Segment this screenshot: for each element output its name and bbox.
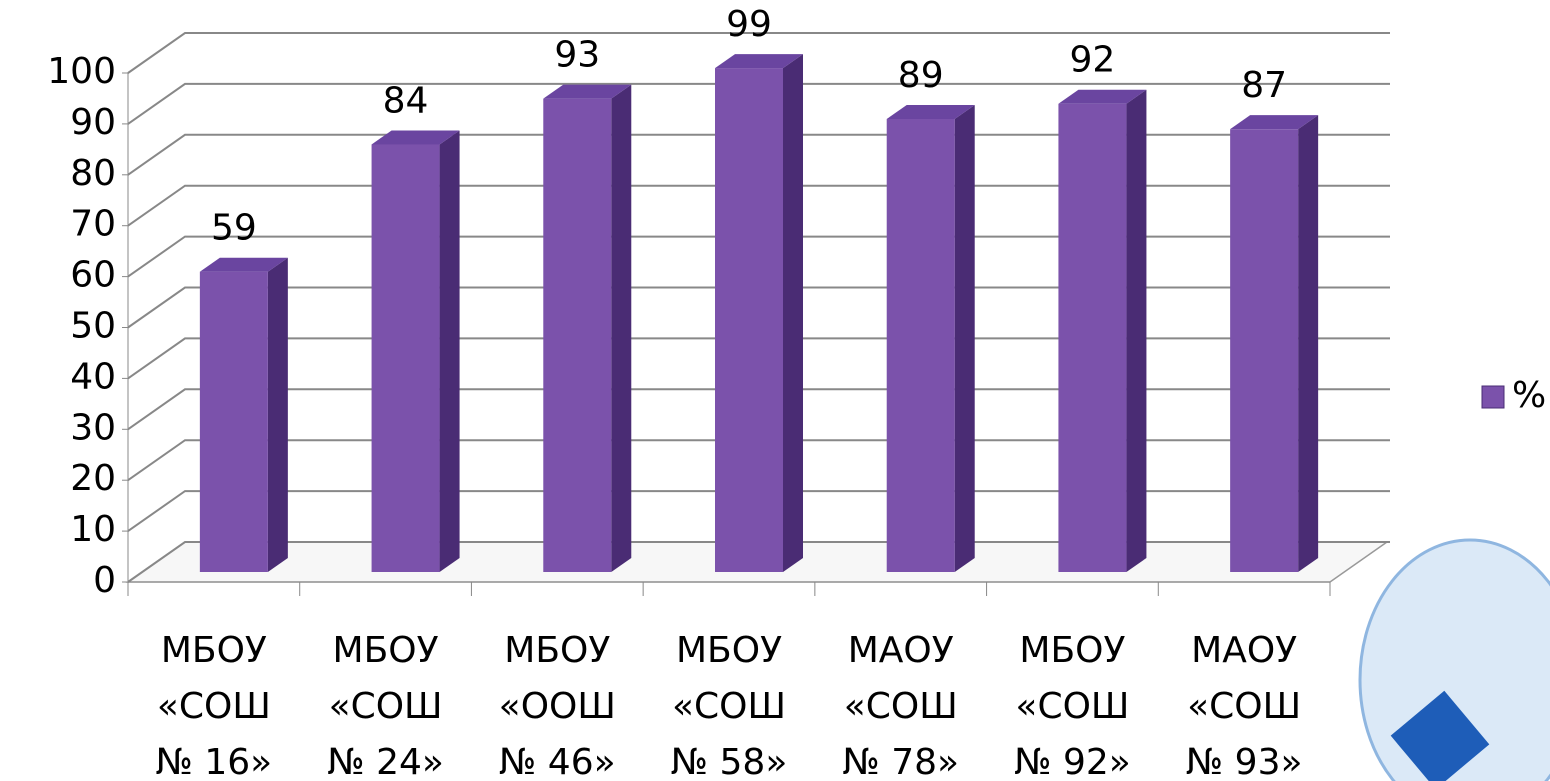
x-tick-label: «СОШ [157,686,271,727]
bar [199,257,288,572]
bar-top [1058,89,1147,104]
bar-top [715,54,803,69]
y-tick-label: 60 [70,255,116,296]
bar-top [199,257,288,272]
x-tick-label: МБОУ [1019,630,1125,671]
x-tick-label: «СОШ [1187,686,1301,727]
bar-top [886,104,975,119]
y-tick-label: 40 [70,356,116,397]
data-label: 87 [1241,65,1287,106]
bar-front [1058,103,1127,572]
bar-front [543,98,612,572]
bar-side [954,104,975,573]
x-tick-label: № 24» [327,742,444,781]
bar-front [886,118,955,573]
bar-top [371,130,460,145]
x-tick-label: № 16» [155,742,272,781]
x-tick-label: МБОУ [676,630,782,671]
bar-front [371,144,440,572]
grid-line [127,184,1390,227]
x-tick-label: МАОУ [1191,630,1297,671]
grid-line [127,286,1390,329]
x-tick-label: № 92» [1014,742,1131,781]
y-tick-label: 50 [70,306,116,347]
bar-front [1230,129,1299,573]
bar-side [783,54,803,572]
x-tick-label: МАОУ [848,630,954,671]
grid-line [127,388,1390,431]
grid-line [127,133,1390,176]
grid-line [127,82,1390,125]
data-label: 99 [726,4,772,45]
y-tick-label: 70 [70,204,116,245]
bar-top [1230,115,1319,130]
grid-line [127,337,1390,380]
bar-top [543,84,632,99]
grid-line [127,541,1390,583]
legend-swatch [1481,385,1505,409]
x-tick-label: № 58» [671,742,788,781]
legend-label: % [1512,375,1546,416]
bar [715,54,803,572]
y-tick-label: 10 [70,509,116,550]
bar-side [1298,115,1319,573]
data-label: 59 [211,208,257,249]
grid-line [127,490,1390,532]
bar [543,84,632,572]
data-label: 84 [383,80,429,121]
data-label: 92 [1070,40,1116,81]
x-tick-label: № 78» [842,742,959,781]
bar-side [611,84,632,572]
y-tick-label: 0 [93,560,116,601]
x-tick-label: «СОШ [329,686,443,727]
grid-line [127,32,1390,74]
bar-side [439,130,460,572]
y-tick-label: 100 [47,51,116,92]
bar-front [199,271,268,572]
x-tick-label: «СОШ [672,686,786,727]
x-tick-label: № 46» [499,742,616,781]
data-label: 93 [554,35,600,76]
x-tick-label: № 93» [1186,742,1303,781]
grid-line [127,235,1390,278]
sign-decoration [1390,690,1490,781]
x-tick-label: «СОШ [1015,686,1129,727]
y-tick-label: 90 [70,102,116,143]
globe-decoration [1358,538,1550,781]
bar-front [715,68,783,572]
bar-side [1126,89,1147,572]
x-tick-label: «ООШ [499,686,616,727]
y-tick-label: 30 [70,407,116,448]
bar [371,130,460,572]
grid-line [127,439,1390,482]
bar-side [267,257,288,572]
y-tick-label: 20 [70,458,116,499]
x-tick-label: МБОУ [161,630,267,671]
decoration [1358,538,1550,781]
y-tick-label: 80 [70,153,116,194]
bar [1058,89,1147,572]
bar [1230,115,1319,573]
bar [886,104,975,573]
x-tick-label: МБОУ [333,630,439,671]
x-tick-label: МБОУ [504,630,610,671]
data-label: 89 [898,55,944,96]
x-tick-label: «СОШ [844,686,958,727]
